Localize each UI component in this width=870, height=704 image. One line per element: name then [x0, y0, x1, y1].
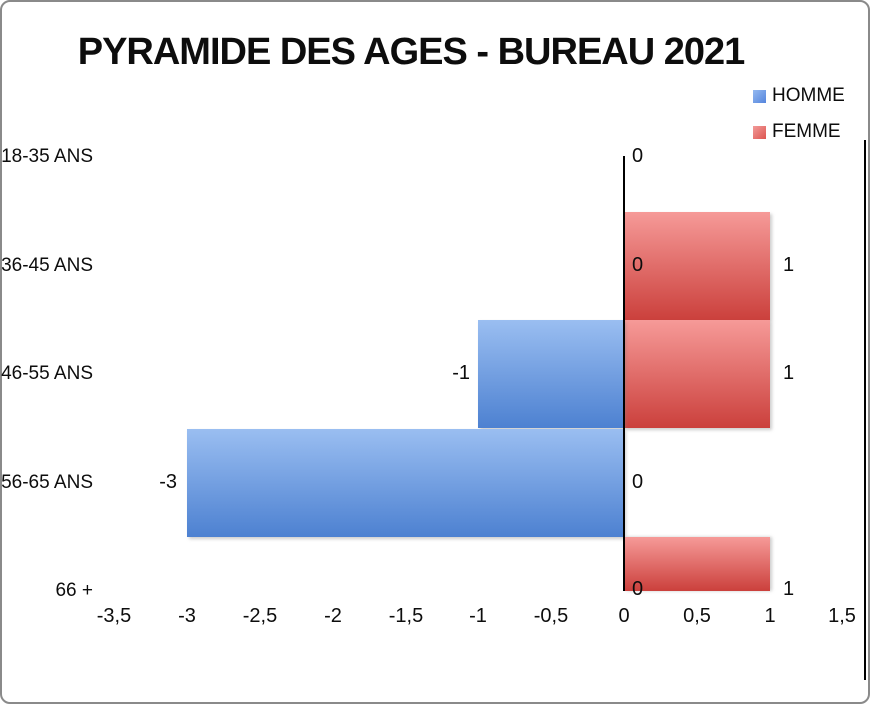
legend-label-homme: HOMME	[772, 85, 845, 106]
data-label-homme-18-35: 0	[632, 145, 644, 167]
category-label-36-45: 36-45 ANS	[1, 255, 93, 276]
data-label-homme-36-45: 0	[632, 254, 644, 276]
x-tick-label: 0	[618, 605, 630, 627]
plot-right-border-line	[864, 140, 866, 680]
data-label-femme-46-55: 1	[783, 362, 795, 384]
data-label-homme-56-65: -3	[159, 471, 177, 493]
x-tick-label: 1	[764, 605, 776, 627]
x-tick-label: -3	[178, 605, 196, 627]
x-tick-label: 1,5	[828, 605, 856, 627]
x-tick-label: -2	[324, 605, 342, 627]
data-label-homme-66-plus: 0	[632, 578, 644, 600]
x-tick-label: -2,5	[242, 605, 278, 627]
legend-label-femme: FEMME	[772, 121, 841, 142]
x-tick-label: -1	[469, 605, 487, 627]
femme-legend-swatch-icon	[753, 125, 766, 139]
chart-title: PYRAMIDE DES AGES - BUREAU 2021	[77, 31, 746, 73]
bar-femme-46-55	[624, 320, 770, 428]
data-label-femme-56-65: 0	[632, 471, 644, 493]
data-label-homme-46-55: -1	[452, 362, 470, 384]
bar-homme-56-65	[187, 429, 624, 537]
bar-homme-46-55	[478, 320, 624, 428]
x-tick-label: -3,5	[96, 605, 132, 627]
x-tick-label: -1,5	[388, 605, 424, 627]
category-label-56-65: 56-65 ANS	[1, 472, 93, 493]
bar-femme-36-45	[624, 212, 770, 320]
x-tick-label: -0,5	[533, 605, 569, 627]
zero-axis-line	[623, 156, 625, 591]
bar-femme-66-plus	[624, 537, 770, 591]
data-label-femme-66-plus: 1	[783, 578, 795, 600]
homme-legend-swatch-icon	[753, 89, 766, 103]
x-tick-label: 0,5	[683, 605, 711, 627]
data-label-femme-36-45: 1	[783, 254, 795, 276]
legend-item-femme: FEMME	[753, 121, 841, 143]
legend-item-homme: HOMME	[753, 85, 845, 107]
category-label-46-55: 46-55 ANS	[1, 363, 93, 384]
category-label-66-plus: 66 +	[55, 580, 93, 601]
category-label-18-35: 18-35 ANS	[1, 146, 93, 167]
